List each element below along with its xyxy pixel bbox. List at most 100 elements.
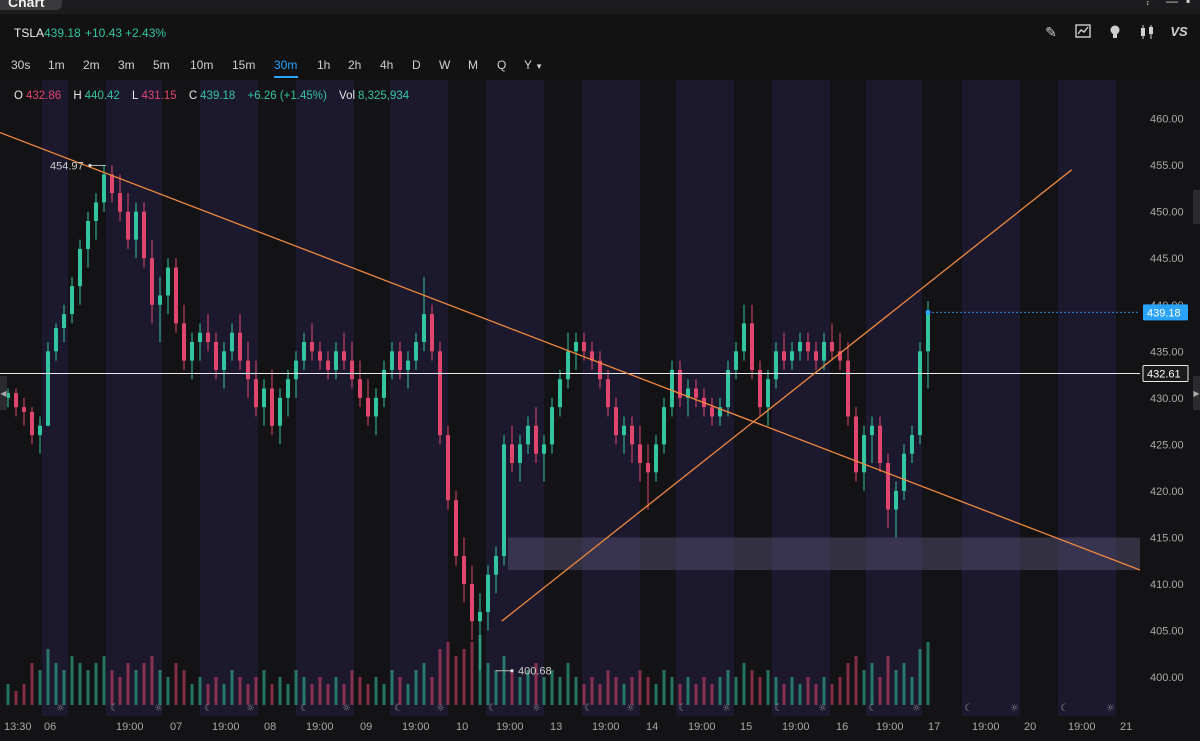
candle-body bbox=[326, 360, 330, 370]
tf-3m[interactable]: 3m bbox=[118, 58, 135, 72]
x-tick-label: 17 bbox=[928, 721, 940, 733]
ohlc-low: 431.15 bbox=[141, 90, 177, 102]
candle-body bbox=[878, 425, 882, 463]
moon-icon: ☾ bbox=[1060, 703, 1069, 714]
tf-q[interactable]: Q bbox=[497, 58, 507, 72]
candle-body bbox=[190, 342, 194, 361]
volume-bar bbox=[470, 642, 474, 705]
volume-bar bbox=[782, 684, 786, 705]
candle-body bbox=[510, 444, 514, 463]
symbol-change: +10.43 bbox=[85, 26, 123, 40]
tf-30m[interactable]: 30m bbox=[274, 58, 298, 72]
symbol-bar: TSLA 439.18 +10.43 +2.43% ✎ VS bbox=[0, 14, 1200, 50]
left-scroll-handle[interactable]: ◀ bbox=[0, 376, 7, 410]
volume-bar bbox=[406, 684, 410, 705]
x-tick-label: 19:00 bbox=[1068, 721, 1096, 733]
window-minimize-icon[interactable]: — bbox=[1166, 0, 1178, 8]
tf-5m[interactable]: 5m bbox=[153, 58, 170, 72]
volume-bar bbox=[798, 684, 802, 705]
volume-bar bbox=[326, 684, 330, 705]
tf-15m[interactable]: 15m bbox=[232, 58, 256, 72]
moon-icon: ☾ bbox=[300, 703, 309, 714]
volume-bar bbox=[678, 684, 682, 705]
lightbulb-icon[interactable] bbox=[1106, 24, 1124, 43]
tf-m[interactable]: M bbox=[468, 58, 478, 72]
tf-d[interactable]: D bbox=[412, 58, 421, 72]
tf-2h[interactable]: 2h bbox=[348, 58, 362, 72]
y-tick-label: 430.00 bbox=[1150, 393, 1184, 405]
x-tick-label: 19:00 bbox=[782, 721, 810, 733]
candle-body bbox=[78, 248, 82, 287]
window-tab[interactable]: Chart bbox=[0, 0, 62, 10]
candle-body bbox=[750, 323, 754, 370]
volume-bar bbox=[342, 684, 346, 705]
tf-2m[interactable]: 2m bbox=[83, 58, 100, 72]
candle-body bbox=[718, 407, 722, 417]
volume-bar bbox=[446, 642, 450, 705]
volume-bar bbox=[126, 663, 130, 705]
candles-icon[interactable] bbox=[1138, 24, 1156, 43]
volume-bar bbox=[742, 663, 746, 705]
volume-bar bbox=[846, 663, 850, 705]
volume-bar bbox=[662, 670, 666, 705]
x-tick-label: 19:00 bbox=[972, 721, 1000, 733]
tf-30s[interactable]: 30s bbox=[11, 58, 31, 72]
volume-bar bbox=[910, 677, 914, 705]
tf-4h[interactable]: 4h bbox=[380, 58, 394, 72]
candle-body bbox=[230, 332, 234, 352]
right-scroll-handle-top[interactable] bbox=[1193, 190, 1200, 224]
volume-bar bbox=[694, 684, 698, 705]
y-tick-label: 415.00 bbox=[1150, 532, 1184, 544]
volume-bar bbox=[622, 684, 626, 705]
tf-y[interactable]: Y ▼ bbox=[524, 58, 543, 72]
candle-body bbox=[446, 435, 450, 501]
x-tick-label: 21 bbox=[1120, 721, 1132, 733]
compare-vs-icon[interactable]: VS bbox=[1170, 24, 1188, 39]
volume-bar bbox=[726, 670, 730, 705]
trend-chart-icon[interactable] bbox=[1074, 24, 1092, 43]
window-title: Chart bbox=[8, 0, 45, 10]
session-band bbox=[582, 80, 640, 720]
candle-body bbox=[694, 388, 698, 398]
high-annotation-label: 454.97 bbox=[50, 160, 84, 172]
candle-body bbox=[782, 351, 786, 361]
volume-bar bbox=[166, 677, 170, 705]
tf-1h[interactable]: 1h bbox=[317, 58, 331, 72]
volume-bar bbox=[374, 677, 378, 705]
x-tick-label: 19:00 bbox=[876, 721, 904, 733]
right-scroll-handle-mid[interactable]: ▶ bbox=[1193, 376, 1200, 410]
symbol-price: 439.18 bbox=[44, 26, 81, 40]
volume-bar bbox=[438, 649, 442, 705]
candle-body bbox=[494, 556, 498, 575]
window-close-icon[interactable]: ▪ bbox=[1186, 0, 1191, 8]
y-tick-label: 455.00 bbox=[1150, 160, 1184, 172]
candle-body bbox=[766, 379, 770, 408]
high-annotation-dot bbox=[88, 163, 92, 168]
tf-w[interactable]: W bbox=[439, 58, 451, 72]
volume-bar bbox=[558, 677, 562, 705]
volume-bar bbox=[878, 677, 882, 705]
tf-10m[interactable]: 10m bbox=[190, 58, 214, 72]
volume-bar bbox=[430, 677, 434, 705]
volume-bar bbox=[182, 670, 186, 705]
price-axis-background bbox=[1140, 80, 1200, 741]
price-chart[interactable]: 454.97 400.68 460.00 455.00 450.00 445.00 440.… bbox=[0, 80, 1200, 741]
candle-body bbox=[726, 369, 730, 408]
candle-body bbox=[606, 379, 610, 408]
candle-body bbox=[518, 444, 522, 463]
last-price-dot bbox=[925, 309, 931, 315]
moon-icon: ☾ bbox=[110, 703, 119, 714]
volume-bar bbox=[278, 677, 282, 705]
pencil-icon[interactable]: ✎ bbox=[1045, 24, 1057, 40]
symbol-ticker[interactable]: TSLA bbox=[14, 26, 45, 40]
ohlc-low-label: L bbox=[132, 90, 139, 102]
window-titlebar: Chart ⁞ — ▪ bbox=[0, 0, 1200, 14]
candle-body bbox=[830, 342, 834, 352]
tf-1m[interactable]: 1m bbox=[48, 58, 65, 72]
volume-bar bbox=[334, 677, 338, 705]
candle-body bbox=[342, 351, 346, 361]
x-tick-label: 10 bbox=[456, 721, 468, 733]
candle-body bbox=[478, 611, 482, 622]
window-drag-icon[interactable]: ⁞ bbox=[1146, 0, 1150, 8]
candle-body bbox=[574, 342, 578, 352]
